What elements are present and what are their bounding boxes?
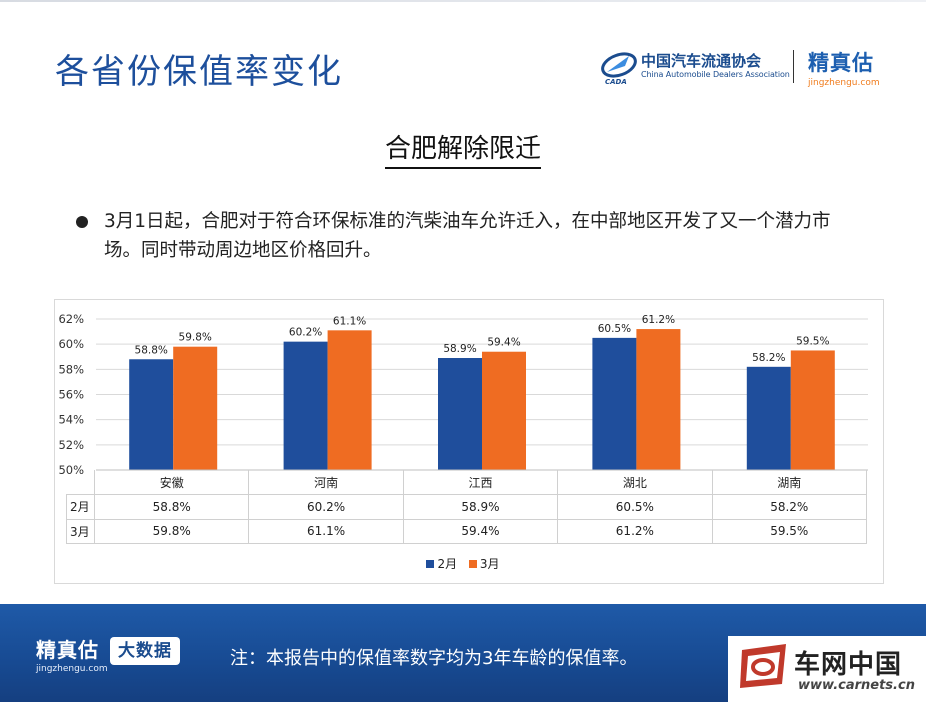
data-label: 61.2%	[642, 314, 675, 326]
carnets-logo: 车网中国 www.carnets.cn	[728, 636, 926, 702]
data-label: 60.5%	[598, 323, 631, 335]
carnets-url: www.carnets.cn	[798, 678, 915, 693]
legend-item-mar: 3月	[468, 555, 500, 572]
table-corner	[67, 470, 95, 495]
y-tick-label: 62%	[58, 312, 84, 326]
cada-name-cn: 中国汽车流通协会	[641, 52, 762, 70]
cada-logo: CADA 中国汽车流通协会 China Automobile Dealers A…	[599, 46, 790, 86]
table-cell: 59.4%	[402, 518, 559, 544]
bar	[283, 341, 328, 470]
data-label: 59.5%	[796, 335, 829, 347]
big-data-badge: 大数据	[110, 637, 180, 665]
table-cell: 61.1%	[248, 518, 404, 544]
bar	[438, 358, 482, 470]
table-category: 江西	[402, 470, 559, 495]
bar	[746, 366, 791, 470]
carnets-name: 车网中国	[794, 650, 903, 680]
legend-swatch-mar	[468, 559, 477, 568]
chart-legend: 2月 3月	[0, 555, 926, 572]
cada-emblem-icon: CADA	[601, 52, 637, 86]
table-row: 3月 59.8% 61.1% 59.4% 61.2% 59.5%	[66, 518, 867, 544]
table-cell: 58.2%	[711, 494, 867, 520]
table-row: 2月 58.8% 60.2% 58.9% 60.5% 58.2%	[66, 494, 867, 520]
y-tick-label: 58%	[58, 362, 84, 376]
table-cell: 58.8%	[93, 494, 250, 520]
bar	[636, 329, 681, 470]
table-cell: 60.5%	[557, 494, 713, 520]
table-category: 湖南	[711, 470, 867, 495]
data-label: 58.8%	[135, 344, 168, 356]
y-tick-label: 52%	[58, 438, 84, 452]
svg-text:CADA: CADA	[605, 78, 627, 86]
bar	[129, 359, 174, 470]
legend-label-feb: 2月	[437, 557, 458, 571]
chart-data-table: 安徽 河南 江西 湖北 湖南 2月 58.8% 60.2% 58.9% 60.5…	[66, 470, 867, 544]
legend-swatch-feb	[426, 559, 435, 568]
footer-jingzhengu-url: jingzhengu.com	[36, 664, 108, 674]
legend-item-feb: 2月	[426, 555, 457, 572]
y-tick-label: 50%	[58, 463, 84, 477]
carnets-emblem-icon	[740, 644, 786, 688]
table-category: 河南	[248, 470, 404, 495]
table-cell: 58.9%	[402, 494, 559, 520]
table-cell: 60.2%	[248, 494, 404, 520]
data-label: 59.8%	[179, 332, 212, 344]
footer-jingzhengu-logo: 精真估 jingzhengu.com	[36, 634, 108, 674]
footer-jingzhengu-name: 精真估	[36, 638, 99, 662]
table-category: 安徽	[93, 470, 250, 495]
data-label: 58.2%	[752, 352, 785, 364]
bar	[327, 330, 372, 470]
jingzhengu-logo: 精真估 jingzhengu.com	[808, 47, 880, 88]
top-rule	[0, 0, 926, 2]
table-category: 湖北	[557, 470, 713, 495]
table-cell: 59.8%	[93, 518, 250, 544]
table-row-label: 2月	[66, 494, 95, 520]
logo-divider	[793, 50, 794, 83]
table-row-label: 3月	[66, 518, 95, 544]
y-tick-label: 56%	[58, 388, 84, 402]
bar	[790, 350, 835, 470]
legend-label-mar: 3月	[479, 557, 500, 571]
data-label: 58.9%	[443, 343, 476, 355]
y-tick-label: 60%	[58, 337, 84, 351]
cada-name-en: China Automobile Dealers Association	[641, 70, 790, 79]
data-label: 60.2%	[289, 327, 322, 339]
y-tick-label: 54%	[58, 413, 84, 427]
bullet-text: 3月1日起，合肥对于符合环保标准的汽柴油车允许迁入，在中部地区开发了又一个潜力市…	[104, 211, 831, 261]
bar	[173, 346, 218, 470]
data-label: 61.1%	[333, 315, 366, 327]
subtitle-text: 合肥解除限迁	[384, 128, 541, 169]
jingzhengu-name: 精真估	[808, 51, 874, 75]
footer-note: 注：本报告中的保值率数字均为3年车龄的保值率。	[230, 648, 638, 669]
bullet-dot-icon	[76, 216, 88, 228]
table-cell: 59.5%	[711, 518, 867, 544]
bar	[482, 351, 526, 470]
table-cell: 61.2%	[557, 518, 713, 544]
data-label: 59.4%	[487, 337, 520, 349]
section-subtitle: 合肥解除限迁	[0, 128, 926, 169]
bar	[592, 337, 637, 470]
table-category-row: 安徽 河南 江西 湖北 湖南	[67, 470, 867, 495]
jingzhengu-url: jingzhengu.com	[808, 78, 880, 88]
page-title: 各省份保值率变化	[55, 52, 343, 92]
